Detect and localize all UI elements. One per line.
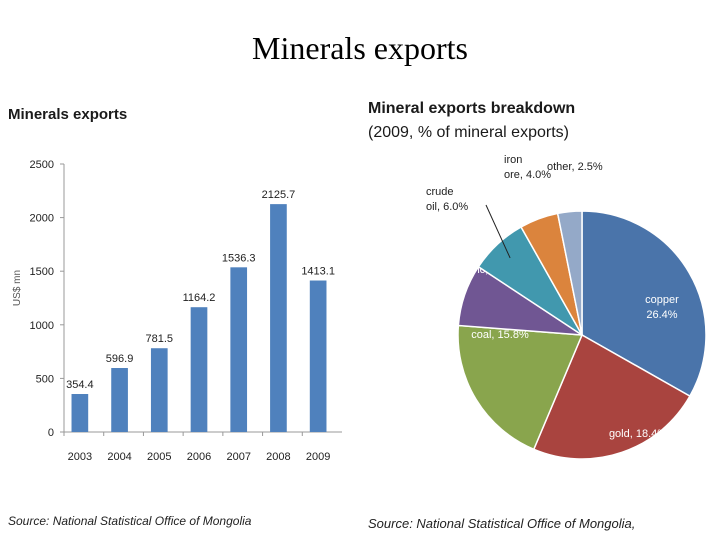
bar <box>309 280 327 432</box>
y-tick-label: 2500 <box>30 159 54 171</box>
y-tick-label: 0 <box>48 427 54 439</box>
pie-slice-label: ore, 4.0% <box>504 169 551 181</box>
bar-data-label: 2125.7 <box>262 189 296 201</box>
pie-chart-title: Mineral exports breakdown <box>368 100 576 117</box>
bar <box>111 368 128 432</box>
bar <box>230 267 248 432</box>
pie-slice <box>581 210 707 398</box>
bar-chart-title: Minerals exports <box>8 106 128 123</box>
pie-slice-label: iron <box>504 154 522 166</box>
bar <box>190 307 208 432</box>
bar-data-label: 596.9 <box>106 353 134 365</box>
pie-slice-label: copper <box>645 294 679 306</box>
bar-data-label: 1164.2 <box>183 292 216 304</box>
pie-slice-label: crude <box>426 186 454 198</box>
y-axis-label: US$ mn <box>12 270 23 306</box>
x-tick-label: 2007 <box>226 451 250 463</box>
y-tick-label: 1000 <box>30 320 54 332</box>
bar-data-label: 1413.1 <box>301 266 335 278</box>
bar-data-label: 781.5 <box>146 333 174 345</box>
x-tick-label: 2003 <box>68 451 92 463</box>
x-tick-label: 2006 <box>187 451 211 463</box>
pie-slice-label: gold, 18.4% <box>609 428 667 440</box>
pie-slice-label: coal, 15.8% <box>471 329 529 341</box>
x-tick-label: 2005 <box>147 451 171 463</box>
bar <box>270 204 287 432</box>
pie-slice-label: oil, 6.0% <box>426 201 468 213</box>
bar-data-label: 354.4 <box>66 379 94 391</box>
x-tick-label: 2009 <box>306 451 330 463</box>
pie-chart-source: Source: National Statistical Office of M… <box>368 516 636 531</box>
slide-title: Minerals exports <box>252 30 468 66</box>
y-tick-label: 500 <box>36 373 54 385</box>
bar-data-label: 1536.3 <box>222 252 256 264</box>
pie-slice <box>532 333 691 460</box>
pie-chart-subtitle: (2009, % of mineral exports) <box>368 124 569 141</box>
x-tick-label: 2004 <box>107 451 131 463</box>
x-tick-label: 2008 <box>266 451 290 463</box>
leader-line <box>485 204 511 259</box>
y-tick-label: 1500 <box>30 266 54 278</box>
bar <box>71 394 89 432</box>
pie-slice <box>556 210 583 336</box>
y-tick-label: 2000 <box>30 213 54 225</box>
pie-slice-label: other, 2.5% <box>547 161 603 173</box>
pie-slice-label: 26.4% <box>646 309 677 321</box>
bar <box>150 348 168 432</box>
bar-chart-source: Source: National Statistical Office of M… <box>8 514 252 528</box>
bar-chart: 0 500 1000 1500 2000 2500 US$ mn 354.4 2003 596.9… <box>12 159 342 463</box>
pie-slice <box>457 324 584 451</box>
